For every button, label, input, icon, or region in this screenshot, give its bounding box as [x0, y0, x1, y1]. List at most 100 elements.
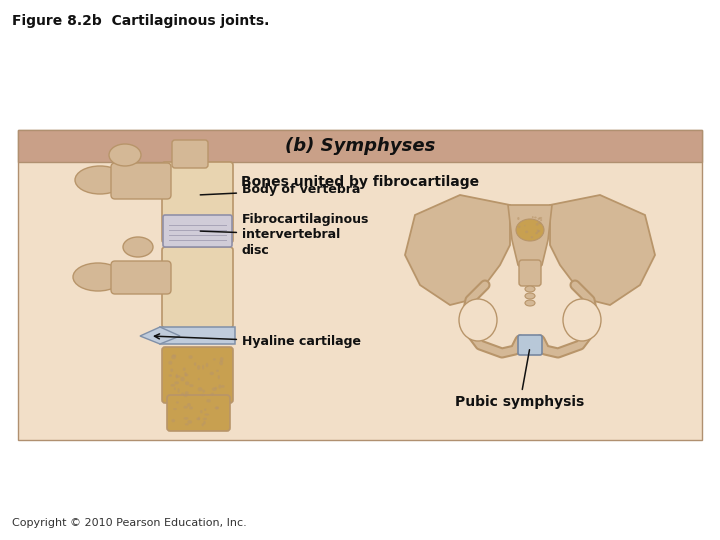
Ellipse shape — [197, 365, 200, 370]
FancyBboxPatch shape — [163, 215, 232, 247]
Ellipse shape — [183, 367, 186, 371]
Ellipse shape — [187, 420, 192, 424]
Ellipse shape — [73, 263, 123, 291]
Polygon shape — [508, 205, 552, 275]
Ellipse shape — [220, 357, 224, 362]
FancyBboxPatch shape — [162, 247, 233, 328]
Ellipse shape — [200, 410, 202, 414]
Ellipse shape — [206, 363, 208, 367]
Ellipse shape — [218, 384, 222, 389]
Ellipse shape — [185, 392, 189, 395]
Ellipse shape — [202, 389, 205, 393]
Ellipse shape — [525, 300, 535, 306]
FancyBboxPatch shape — [518, 335, 542, 355]
Ellipse shape — [525, 293, 535, 299]
Ellipse shape — [534, 217, 536, 219]
Ellipse shape — [537, 230, 539, 232]
Ellipse shape — [538, 230, 539, 233]
Polygon shape — [140, 327, 180, 344]
FancyBboxPatch shape — [167, 395, 230, 431]
FancyBboxPatch shape — [162, 162, 233, 243]
Ellipse shape — [75, 166, 125, 194]
Ellipse shape — [219, 361, 223, 366]
Text: Fibrocartilaginous
intervertebral
disc: Fibrocartilaginous intervertebral disc — [200, 213, 369, 256]
Ellipse shape — [180, 377, 185, 381]
Ellipse shape — [539, 222, 541, 224]
Ellipse shape — [217, 375, 220, 379]
Ellipse shape — [202, 423, 204, 427]
FancyBboxPatch shape — [111, 261, 171, 294]
Ellipse shape — [181, 393, 184, 395]
Ellipse shape — [517, 217, 520, 220]
Ellipse shape — [516, 219, 544, 241]
Ellipse shape — [216, 370, 219, 372]
Ellipse shape — [189, 355, 193, 359]
Ellipse shape — [215, 387, 217, 389]
Polygon shape — [18, 130, 702, 162]
Ellipse shape — [535, 233, 538, 234]
Ellipse shape — [168, 374, 172, 377]
Ellipse shape — [185, 423, 189, 426]
Ellipse shape — [184, 372, 186, 376]
Ellipse shape — [194, 362, 197, 366]
Ellipse shape — [518, 226, 521, 228]
FancyBboxPatch shape — [172, 140, 208, 168]
Ellipse shape — [204, 408, 207, 411]
Ellipse shape — [213, 358, 216, 361]
FancyBboxPatch shape — [519, 260, 541, 286]
Ellipse shape — [178, 388, 180, 393]
Text: Hyaline cartilage: Hyaline cartilage — [155, 334, 361, 348]
Ellipse shape — [174, 381, 179, 384]
Polygon shape — [160, 327, 235, 344]
Ellipse shape — [212, 387, 217, 391]
Ellipse shape — [459, 299, 497, 341]
Ellipse shape — [210, 372, 214, 375]
Text: (b) Symphyses: (b) Symphyses — [285, 137, 435, 155]
Polygon shape — [18, 130, 702, 440]
Text: Copyright © 2010 Pearson Education, Inc.: Copyright © 2010 Pearson Education, Inc. — [12, 518, 247, 528]
Ellipse shape — [171, 419, 175, 422]
Ellipse shape — [173, 408, 177, 410]
Ellipse shape — [206, 399, 211, 402]
Ellipse shape — [215, 407, 219, 409]
Ellipse shape — [197, 387, 202, 392]
Ellipse shape — [198, 416, 200, 420]
Ellipse shape — [211, 393, 214, 395]
Ellipse shape — [198, 378, 199, 380]
Ellipse shape — [538, 221, 541, 224]
Text: Figure 8.2b  Cartilaginous joints.: Figure 8.2b Cartilaginous joints. — [12, 14, 269, 28]
Ellipse shape — [536, 232, 539, 233]
Ellipse shape — [187, 403, 191, 407]
Ellipse shape — [202, 365, 204, 370]
Ellipse shape — [540, 219, 542, 221]
Ellipse shape — [176, 374, 178, 379]
Ellipse shape — [221, 385, 225, 388]
Ellipse shape — [171, 384, 175, 387]
FancyBboxPatch shape — [111, 163, 171, 199]
Ellipse shape — [168, 361, 172, 365]
Ellipse shape — [203, 421, 206, 424]
Text: Pubic symphysis: Pubic symphysis — [455, 350, 585, 409]
Ellipse shape — [563, 299, 601, 341]
Ellipse shape — [204, 414, 210, 416]
Ellipse shape — [176, 401, 179, 403]
Ellipse shape — [176, 375, 181, 378]
Ellipse shape — [539, 217, 542, 219]
Text: Bones united by fibrocartilage: Bones united by fibrocartilage — [241, 175, 479, 189]
Ellipse shape — [123, 237, 153, 257]
FancyBboxPatch shape — [162, 347, 233, 403]
Ellipse shape — [203, 418, 207, 420]
Ellipse shape — [184, 417, 189, 420]
Ellipse shape — [524, 225, 526, 226]
Ellipse shape — [171, 355, 176, 359]
Ellipse shape — [215, 407, 219, 409]
Ellipse shape — [531, 236, 533, 238]
Ellipse shape — [538, 218, 540, 220]
Ellipse shape — [525, 231, 528, 233]
Ellipse shape — [184, 406, 188, 409]
Ellipse shape — [201, 394, 204, 396]
Ellipse shape — [109, 144, 141, 166]
Polygon shape — [405, 195, 510, 305]
Ellipse shape — [185, 374, 189, 376]
Ellipse shape — [184, 394, 188, 397]
